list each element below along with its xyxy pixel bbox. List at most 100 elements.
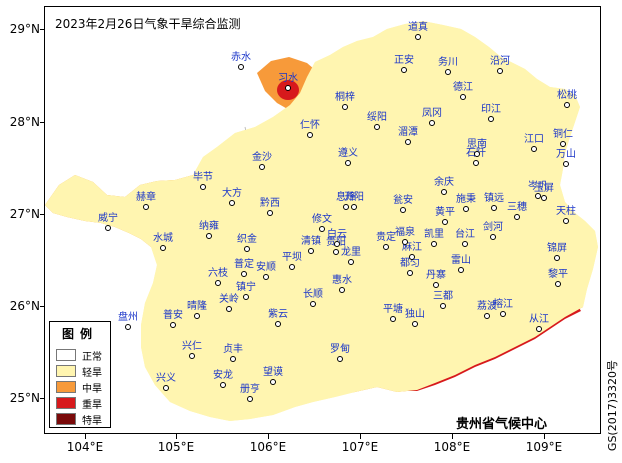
station-dot [514, 214, 520, 220]
station-dot [206, 233, 212, 239]
city-label: 息烽 [336, 192, 356, 203]
city-label: 册亨 [240, 384, 260, 395]
city-label: 岑巩 [528, 181, 548, 192]
station-dot [500, 311, 506, 317]
map-approval-code: GS(2017)3320号 [606, 360, 619, 452]
station-dot [563, 218, 569, 224]
station-dot [160, 245, 166, 251]
city-label: 平塘 [383, 304, 403, 315]
city-label: 黄平 [435, 207, 455, 218]
city-label: 安龙 [213, 370, 233, 381]
city-label: 剑河 [483, 222, 503, 233]
city-label: 纳雍 [199, 221, 219, 232]
station-dot [429, 120, 435, 126]
city-label: 清镇 [301, 236, 321, 247]
station-dot [263, 274, 269, 280]
station-dot [402, 239, 408, 245]
city-label: 万山 [556, 149, 576, 160]
station-dot [143, 204, 149, 210]
legend-swatch [56, 365, 76, 377]
lon-tickmark [360, 434, 361, 439]
city-label: 天柱 [556, 206, 576, 217]
station-dot [390, 316, 396, 322]
city-label: 沿河 [490, 56, 510, 67]
station-dot [442, 219, 448, 225]
city-label: 平坝 [282, 252, 302, 263]
city-label: 毕节 [193, 172, 213, 183]
city-label: 紫云 [268, 309, 288, 320]
station-dot [229, 200, 235, 206]
station-dot [535, 193, 541, 199]
city-label: 凯里 [424, 229, 444, 240]
city-label: 凤冈 [422, 108, 442, 119]
city-label: 盘州 [118, 312, 138, 323]
station-dot [473, 160, 479, 166]
station-dot [484, 313, 490, 319]
city-label: 麻江 [402, 242, 422, 253]
station-dot [441, 189, 447, 195]
map-title: 2023年2月26日气象干旱综合监测 [55, 17, 241, 31]
city-label: 施秉 [456, 194, 476, 205]
station-dot [431, 241, 437, 247]
city-label: 台江 [455, 229, 475, 240]
city-label: 仁怀 [300, 120, 320, 131]
city-label: 三穗 [507, 202, 527, 213]
city-label: 普安 [163, 310, 183, 321]
lat-tickmark [40, 122, 45, 123]
station-dot [275, 321, 281, 327]
legend-item-extreme: 特旱 [56, 412, 110, 427]
legend-title: 图例 [61, 327, 98, 341]
station-dot [555, 281, 561, 287]
city-label: 余庆 [434, 177, 454, 188]
station-dot [374, 124, 380, 130]
station-dot [289, 264, 295, 270]
station-dot [345, 160, 351, 166]
city-label: 惠水 [332, 275, 352, 286]
city-label: 水城 [153, 233, 173, 244]
station-dot [310, 301, 316, 307]
city-label: 修文 [312, 214, 332, 225]
station-dot [125, 324, 131, 330]
city-label: 关岭 [219, 294, 239, 305]
city-label: 贵定 [376, 232, 396, 243]
city-label: 都匀 [400, 258, 420, 269]
legend-label: 重旱 [82, 400, 102, 411]
lon-tickmark [452, 434, 453, 439]
lon-tick-108: 108°E [433, 440, 471, 454]
city-label: 遵义 [338, 148, 358, 159]
city-label: 思南 [467, 139, 487, 150]
city-label: 威宁 [98, 213, 118, 224]
station-dot [463, 206, 469, 212]
legend-item-severe: 重旱 [56, 396, 110, 411]
city-label: 晴隆 [187, 301, 207, 312]
city-label: 桐梓 [335, 92, 355, 103]
station-dot [433, 282, 439, 288]
map-legend: 图例 正常 轻旱 中旱 重旱 特旱 [49, 321, 111, 428]
legend-swatch [56, 349, 76, 361]
lat-tickmark [40, 398, 45, 399]
station-dot [226, 306, 232, 312]
city-label: 丹寨 [426, 270, 446, 281]
lat-tick-29: 29°N [9, 22, 40, 36]
city-label: 赫章 [136, 192, 156, 203]
legend-label: 特旱 [82, 416, 102, 427]
lat-tick-28: 28°N [9, 115, 40, 129]
station-dot [405, 139, 411, 145]
city-label: 雷山 [451, 255, 471, 266]
legend-label: 正常 [82, 352, 102, 363]
station-dot [497, 68, 503, 74]
station-dot [270, 379, 276, 385]
lon-tick-107: 107°E [341, 440, 379, 454]
station-dot [343, 204, 349, 210]
lat-tick-27: 27°N [9, 207, 40, 221]
station-dot [244, 246, 250, 252]
city-label: 长顺 [303, 289, 323, 300]
station-dot [407, 270, 413, 276]
city-label: 瓮安 [393, 195, 413, 206]
station-dot [259, 164, 265, 170]
station-dot [462, 241, 468, 247]
lon-tickmark [544, 434, 545, 439]
lat-tickmark [40, 306, 45, 307]
city-label: 白云 [327, 229, 347, 240]
city-label: 镇远 [484, 193, 504, 204]
